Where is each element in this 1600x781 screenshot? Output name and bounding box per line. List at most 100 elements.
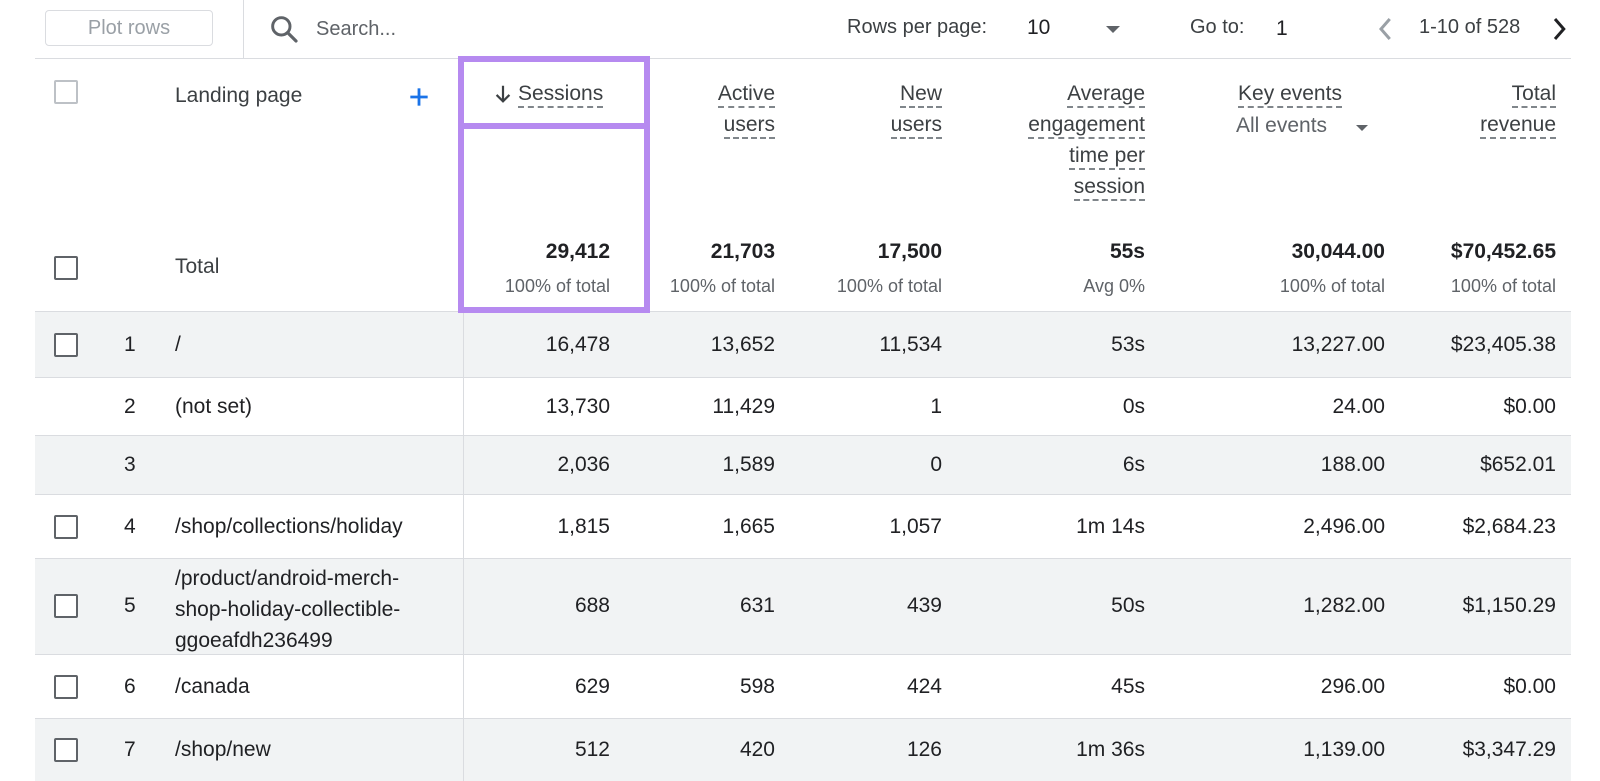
avg-engagement-cell: 6s xyxy=(1122,453,1145,476)
landing-page-line: ggoeafdh236499 xyxy=(175,629,333,652)
active-users-cell: 598 xyxy=(739,675,775,698)
active-users-cell: 13,652 xyxy=(710,333,775,356)
rows-per-page-value: 10 xyxy=(1027,16,1051,39)
table-row[interactable]: 2 (not set) 13,730 11,429 1 0s 24.00 $0.… xyxy=(35,377,1571,435)
revenue-cell: $3,347.29 xyxy=(1462,738,1556,761)
table-row[interactable]: 5 /product/android-merch- shop-holiday-c… xyxy=(35,558,1571,654)
landing-page-cell: (not set) xyxy=(175,395,253,418)
table-row[interactable]: 1 / 16,478 13,652 11,534 53s 13,227.00 $… xyxy=(35,311,1571,377)
sessions-cell: 688 xyxy=(574,594,610,617)
new-users-header-line: New xyxy=(899,82,942,108)
row-checkbox[interactable] xyxy=(54,675,78,699)
total-key-events: 30,044.00 xyxy=(1291,240,1385,263)
sessions-cell: 13,730 xyxy=(545,395,610,418)
row-index: 5 xyxy=(124,594,136,617)
table-row[interactable]: 4 /shop/collections/holiday 1,815 1,665 … xyxy=(35,494,1571,558)
revenue-cell: $0.00 xyxy=(1503,395,1556,418)
key-events-cell: 24.00 xyxy=(1332,395,1385,418)
row-checkbox[interactable] xyxy=(54,594,78,618)
row-index: 2 xyxy=(124,395,136,418)
new-users-cell: 1 xyxy=(930,395,942,418)
landing-page-cell: /canada xyxy=(175,675,250,698)
row-index: 4 xyxy=(124,515,136,538)
key-events-filter-dropdown[interactable]: All events xyxy=(1236,114,1376,144)
rows-per-page-select[interactable]: 10 xyxy=(1024,12,1124,46)
go-to-page-input[interactable] xyxy=(1276,12,1326,46)
new-users-cell: 439 xyxy=(906,594,942,617)
total-sessions-percent: 100% of total xyxy=(504,276,610,296)
totals-label: Total xyxy=(175,255,220,278)
active-users-column-header[interactable]: Active users xyxy=(660,78,775,140)
key-events-cell: 188.00 xyxy=(1320,453,1385,476)
avg-engagement-column-header[interactable]: Average engagement time per session xyxy=(990,78,1145,202)
revenue-cell: $652.01 xyxy=(1480,453,1556,476)
go-to-label: Go to: xyxy=(1190,16,1245,38)
new-users-cell: 126 xyxy=(906,738,942,761)
sessions-cell: 2,036 xyxy=(557,453,610,476)
avg-engagement-cell: 1m 14s xyxy=(1076,515,1145,538)
row-checkbox[interactable] xyxy=(54,333,78,357)
sessions-cell: 1,815 xyxy=(557,515,610,538)
revenue-cell: $2,684.23 xyxy=(1462,515,1556,538)
new-users-cell: 11,534 xyxy=(879,333,942,356)
landing-page-cell: /shop/new xyxy=(175,738,271,761)
sessions-highlight-divider xyxy=(458,123,650,129)
key-events-cell: 296.00 xyxy=(1320,675,1385,698)
row-index: 7 xyxy=(124,738,136,761)
chevron-down-icon xyxy=(1106,26,1120,33)
total-active-users-percent: 100% of total xyxy=(669,276,775,296)
search-icon[interactable] xyxy=(268,13,300,45)
select-all-checkbox[interactable] xyxy=(54,80,78,104)
avg-engagement-cell: 45s xyxy=(1111,675,1145,698)
total-revenue-header-line: Total xyxy=(1511,82,1556,108)
landing-page-cell: /shop/collections/holiday xyxy=(175,515,403,538)
total-key-events-percent: 100% of total xyxy=(1279,276,1385,296)
landing-page-cell: /product/android-merch- shop-holiday-col… xyxy=(175,563,400,656)
sort-descending-arrow-icon xyxy=(495,85,511,103)
active-users-cell: 1,589 xyxy=(722,453,775,476)
toolbar-divider xyxy=(243,0,244,58)
active-users-cell: 631 xyxy=(739,594,775,617)
total-active-users: 21,703 xyxy=(710,240,775,263)
chevron-right-icon[interactable] xyxy=(1545,12,1575,46)
key-events-cell: 2,496.00 xyxy=(1303,515,1385,538)
avg-engagement-cell: 1m 36s xyxy=(1076,738,1145,761)
key-events-column-header[interactable]: Key events xyxy=(1220,78,1360,109)
totals-checkbox[interactable] xyxy=(54,256,78,280)
landing-page-column-header[interactable]: Landing page xyxy=(175,84,303,107)
row-checkbox[interactable] xyxy=(54,738,78,762)
pagination-range: 1-10 of 528 xyxy=(1419,16,1521,38)
sessions-header-label: Sessions xyxy=(518,82,604,108)
total-revenue-column-header[interactable]: Total revenue xyxy=(1440,78,1556,140)
avg-engagement-cell: 0s xyxy=(1122,395,1145,418)
sessions-cell: 512 xyxy=(574,738,610,761)
plot-rows-button[interactable]: Plot rows xyxy=(45,10,213,46)
active-users-header-line: users xyxy=(723,113,775,139)
row-checkbox[interactable] xyxy=(54,515,78,539)
avg-engagement-header-line: session xyxy=(1073,175,1145,201)
key-events-cell: 1,139.00 xyxy=(1303,738,1385,761)
sessions-column-header[interactable]: Sessions xyxy=(488,78,610,110)
sessions-cell: 16,478 xyxy=(545,333,610,356)
revenue-cell: $1,150.29 xyxy=(1462,594,1556,617)
new-users-column-header[interactable]: New users xyxy=(830,78,942,140)
dimension-column-divider xyxy=(463,311,464,781)
key-events-header-label: Key events xyxy=(1238,82,1342,108)
avg-engagement-header-line: engagement xyxy=(1028,113,1145,139)
row-index: 6 xyxy=(124,675,136,698)
chevron-left-icon[interactable] xyxy=(1371,12,1401,46)
add-dimension-icon[interactable] xyxy=(406,84,432,110)
table-row[interactable]: 3 2,036 1,589 0 6s 188.00 $652.01 xyxy=(35,435,1571,494)
search-input[interactable] xyxy=(316,12,736,46)
active-users-cell: 420 xyxy=(739,738,775,761)
total-sessions: 29,412 xyxy=(545,240,610,263)
avg-engagement-header-line: time per xyxy=(1069,144,1145,170)
table-row[interactable]: 7 /shop/new 512 420 126 1m 36s 1,139.00 … xyxy=(35,718,1571,781)
table-row[interactable]: 6 /canada 629 598 424 45s 296.00 $0.00 xyxy=(35,654,1571,718)
row-index: 3 xyxy=(124,453,136,476)
landing-page-cell: / xyxy=(175,333,181,356)
avg-engagement-cell: 53s xyxy=(1111,333,1145,356)
new-users-cell: 0 xyxy=(930,453,942,476)
new-users-header-line: users xyxy=(890,113,942,139)
avg-engagement-cell: 50s xyxy=(1111,594,1145,617)
